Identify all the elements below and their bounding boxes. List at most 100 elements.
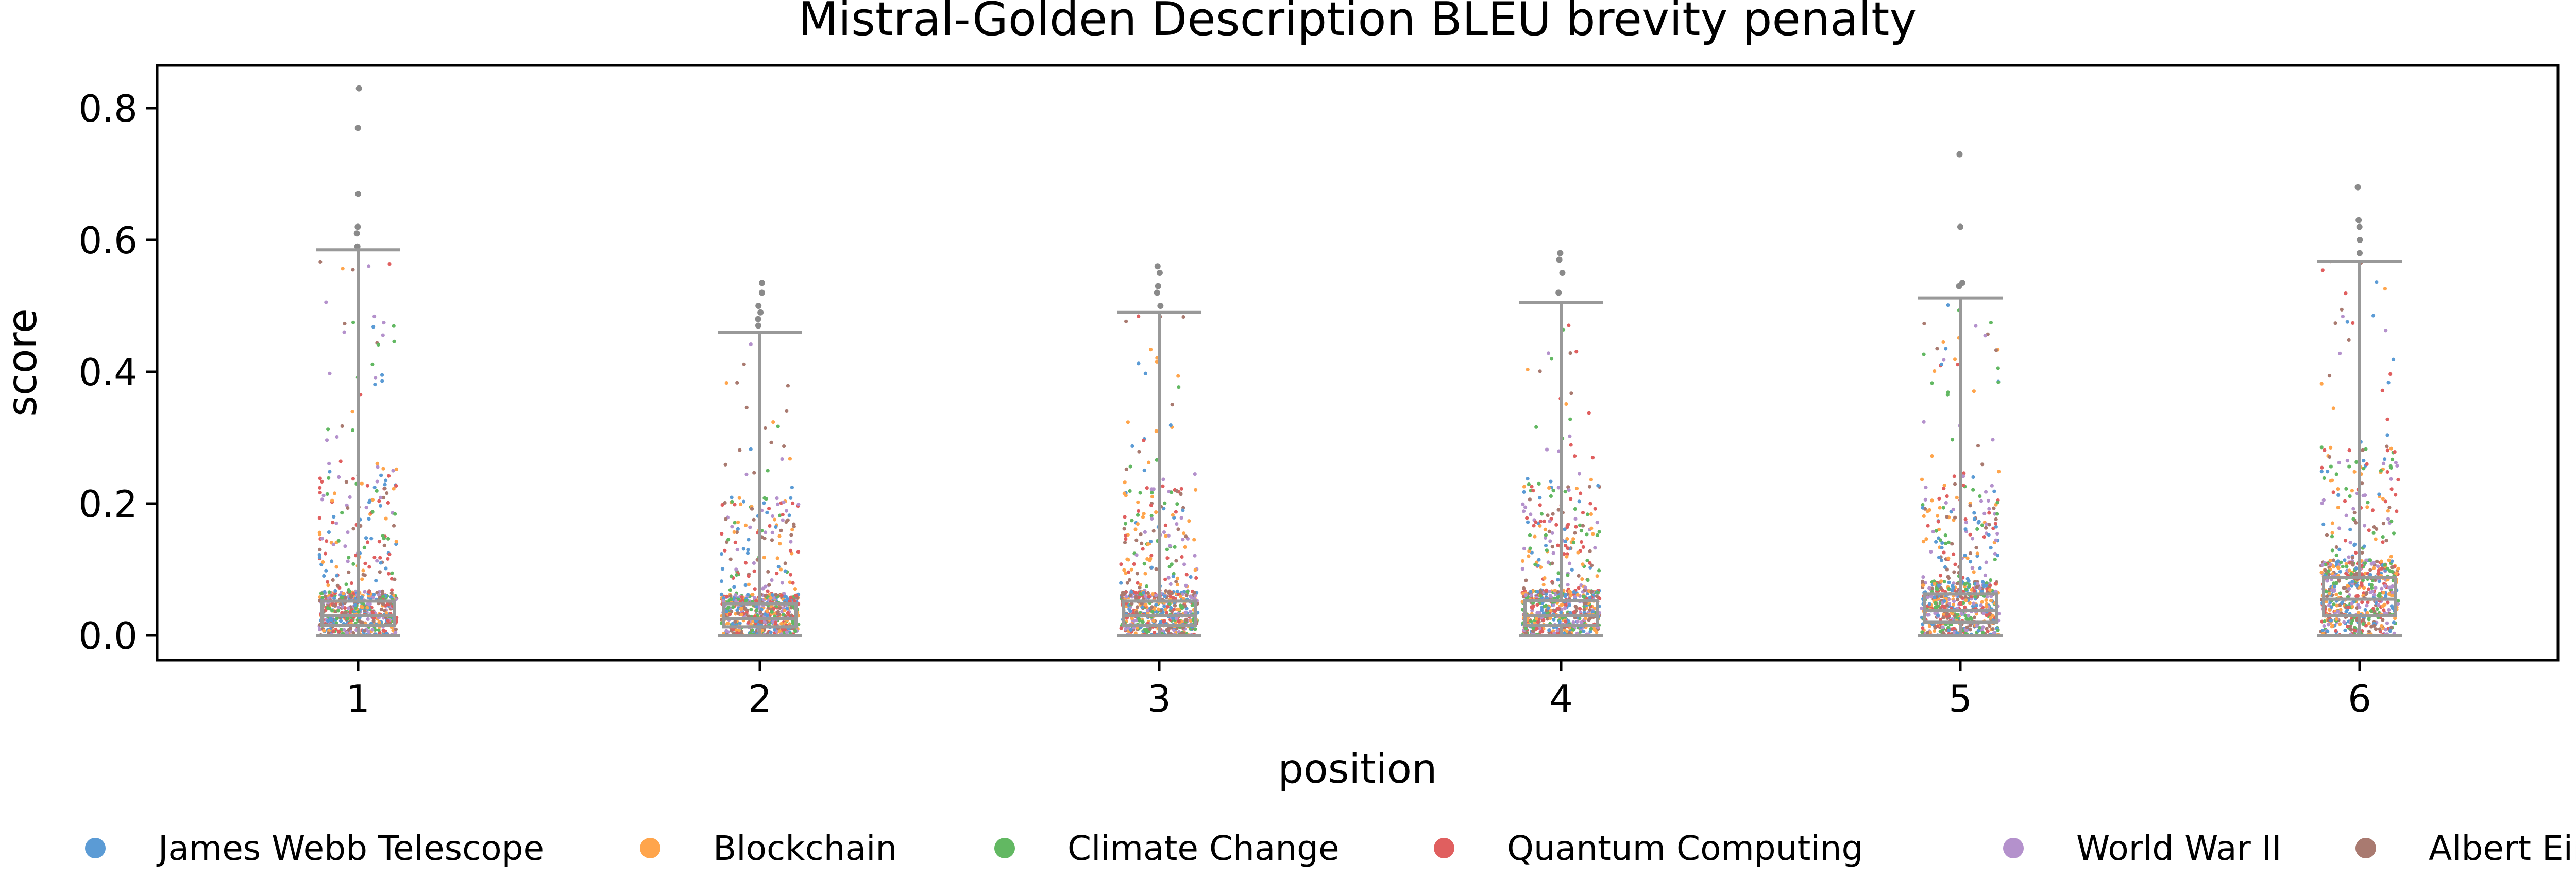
strip-point [2343, 499, 2347, 503]
strip-point [2319, 382, 2324, 386]
strip-point [1946, 576, 1951, 580]
strip-point [363, 590, 367, 594]
strip-point [374, 579, 378, 583]
strip-point [2365, 603, 2369, 608]
strip-point [1985, 605, 1989, 609]
strip-point [1586, 578, 1590, 582]
strip-point [1578, 630, 1583, 634]
strip-point [1972, 601, 1976, 606]
strip-point [1987, 507, 1991, 511]
strip-point [2381, 591, 2385, 595]
strip-point [2336, 493, 2341, 497]
strip-point [1942, 358, 1946, 362]
strip-point [2339, 560, 2343, 564]
box-position-3 [1117, 310, 1201, 637]
strip-point [2390, 559, 2394, 563]
strip-point [2347, 338, 2351, 342]
strip-point [783, 569, 787, 573]
strip-point [2323, 568, 2327, 572]
strip-point [1130, 601, 1134, 606]
strip-point [1574, 350, 1579, 354]
strip-point [1193, 627, 1197, 631]
strip-point [2353, 573, 2357, 577]
strip-point [381, 467, 385, 471]
strip-point [2387, 592, 2392, 596]
strip-point [348, 590, 352, 594]
strip-point [1975, 623, 1979, 628]
strip-point [778, 567, 783, 572]
strip-point [2325, 533, 2329, 537]
strip-point [1164, 589, 1168, 593]
strip-point [378, 570, 382, 574]
strip-point [1125, 581, 1129, 585]
strip-point [1177, 619, 1181, 624]
strip-point [2388, 464, 2393, 469]
strip-point [2344, 513, 2348, 517]
strip-point [1936, 520, 1940, 524]
strip-point [1544, 543, 1548, 548]
strip-point [1193, 472, 1197, 476]
strip-point [2362, 459, 2366, 463]
strip-point [763, 426, 767, 430]
strip-point [1169, 606, 1173, 610]
strip-point [1146, 542, 1150, 546]
strip-point [1135, 605, 1139, 609]
strip-point [1996, 366, 2000, 370]
strip-point [2331, 581, 2336, 585]
strip-point [378, 556, 382, 560]
strip-point [1545, 447, 1549, 452]
strip-point [1575, 593, 1580, 597]
strip-point [793, 587, 798, 591]
strip-point [1967, 613, 1971, 618]
strip-point [1961, 484, 1965, 488]
strip-point [728, 594, 733, 598]
strip-point [2331, 624, 2335, 628]
strip-point [317, 553, 321, 557]
strip-point [726, 606, 731, 610]
strip-point [367, 565, 371, 569]
strip-point [1921, 506, 1925, 510]
strip-point [331, 578, 335, 582]
strip-point [1595, 594, 1599, 598]
strip-point [1579, 620, 1584, 625]
strip-point [1588, 608, 1592, 612]
strip-point [351, 320, 355, 324]
strip-point [1568, 434, 1572, 438]
strip-point [2393, 616, 2397, 620]
strip-point [1968, 504, 1972, 508]
strip-point [739, 502, 743, 506]
strip-point [1569, 497, 1573, 501]
strip-point [1168, 582, 1173, 586]
strip-point [1145, 557, 1149, 561]
strip-point [1986, 629, 1990, 633]
legend-label: Quantum Computing [1507, 829, 1863, 868]
strip-point [1573, 531, 1577, 535]
strip-point [763, 594, 767, 598]
strip-point [367, 500, 371, 505]
strip-point [328, 371, 332, 375]
strip-point [326, 583, 330, 588]
strip-point [381, 592, 385, 596]
strip-point [347, 556, 351, 560]
strip-point [370, 362, 375, 367]
strip-point [1940, 545, 1944, 550]
strip-point [746, 620, 751, 625]
strip-point [332, 603, 336, 608]
strip-point [1151, 529, 1156, 533]
strip-point [1123, 515, 1127, 519]
strip-point [1946, 540, 1951, 544]
strip-point [1521, 502, 1525, 506]
strip-point [2324, 590, 2328, 594]
strip-point [1527, 549, 1531, 554]
strip-point [2346, 605, 2350, 609]
strip-point [1141, 620, 1145, 624]
strip-point [779, 528, 783, 532]
strip-point [1149, 540, 1153, 544]
strip-point [367, 264, 371, 268]
strip-point [2375, 527, 2379, 531]
strip-point [1596, 484, 1600, 488]
strip-point [788, 548, 793, 553]
strip-point [336, 609, 341, 613]
strip-point [391, 469, 395, 473]
strip-point [780, 457, 784, 461]
